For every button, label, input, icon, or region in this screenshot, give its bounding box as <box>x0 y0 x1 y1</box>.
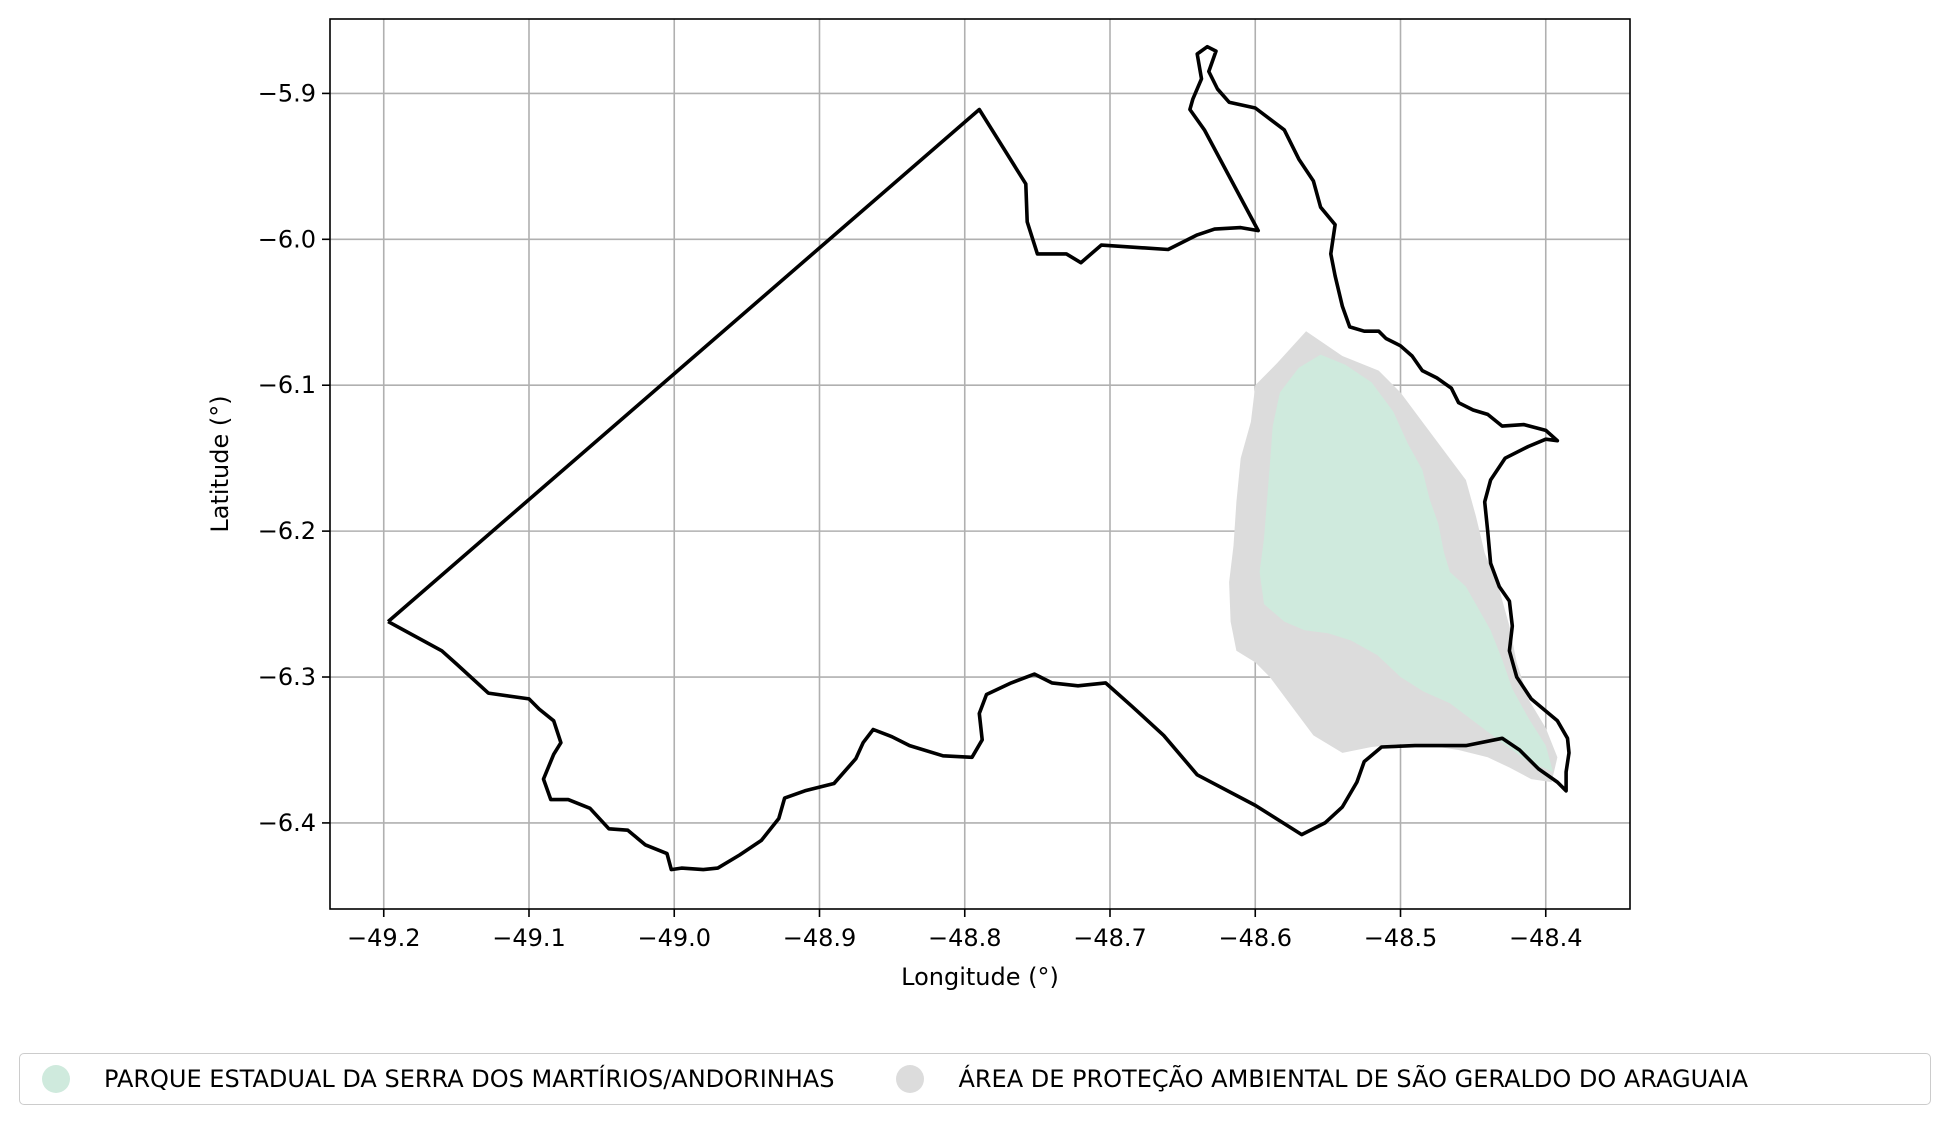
legend-swatch-park <box>42 1065 70 1093</box>
y-tick-label: −6.1 <box>258 371 316 399</box>
municipal-boundary <box>386 44 1571 872</box>
legend-swatch-apa <box>896 1065 925 1093</box>
x-tick-label: −48.5 <box>1364 924 1438 952</box>
y-tick-label: −6.4 <box>258 809 316 837</box>
x-tick-label: −49.2 <box>347 924 421 952</box>
park-area <box>1259 354 1553 772</box>
y-tick-label: −5.9 <box>258 79 316 107</box>
legend-item-apa: ÁREA DE PROTEÇÃO AMBIENTAL DE SÃO GERALD… <box>896 1065 1748 1093</box>
legend-label-apa: ÁREA DE PROTEÇÃO AMBIENTAL DE SÃO GERALD… <box>958 1065 1749 1093</box>
axis-ticks: −49.2 −49.1 −49.0 −48.9 −48.8 −48.7 −48.6 −48.5… <box>258 79 1583 952</box>
x-tick-label: −48.6 <box>1218 924 1292 952</box>
x-tick-label: −49.0 <box>637 924 711 952</box>
y-axis-label: Latitude (°) <box>206 395 234 532</box>
x-tick-label: −49.1 <box>492 924 566 952</box>
plot-frame <box>329 18 1631 910</box>
y-tick-label: −6.3 <box>258 663 316 691</box>
x-axis-label: Longitude (°) <box>901 963 1059 991</box>
y-tick-label: −6.0 <box>258 225 316 253</box>
legend-item-park: PARQUE ESTADUAL DA SERRA DOS MARTÍRIOS/A… <box>42 1065 834 1093</box>
y-tick-label: −6.2 <box>258 517 316 545</box>
x-tick-label: −48.4 <box>1509 924 1583 952</box>
x-tick-label: −48.7 <box>1073 924 1147 952</box>
legend-label-park: PARQUE ESTADUAL DA SERRA DOS MARTÍRIOS/A… <box>104 1065 835 1093</box>
x-tick-label: −48.9 <box>783 924 857 952</box>
map-areas <box>386 44 1571 872</box>
x-tick-label: −48.8 <box>928 924 1002 952</box>
legend: PARQUE ESTADUAL DA SERRA DOS MARTÍRIOS/A… <box>19 1053 1931 1105</box>
